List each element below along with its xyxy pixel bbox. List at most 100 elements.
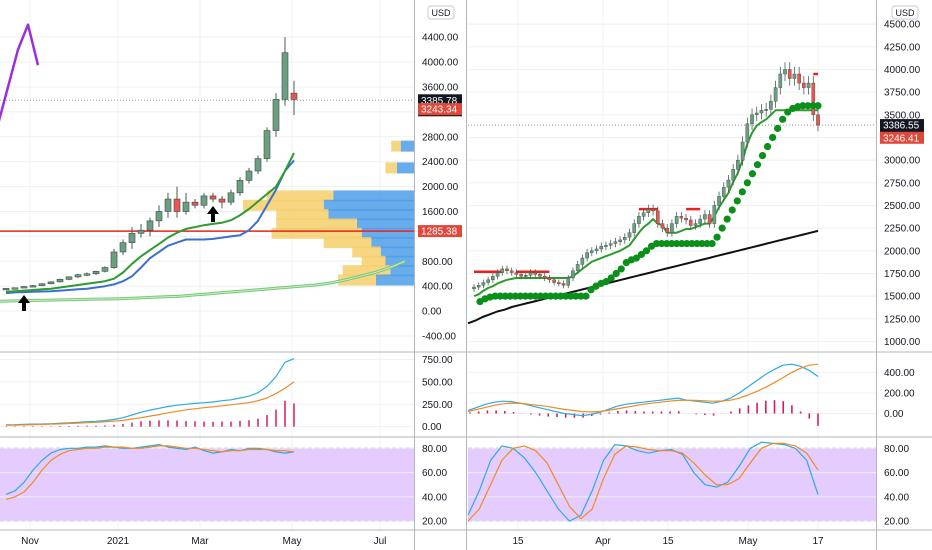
right-psar-dot	[547, 292, 555, 300]
right-candle	[599, 246, 604, 250]
right-psar-dot	[541, 292, 550, 300]
right-candle	[641, 212, 646, 217]
volume-profile-sell-bar	[385, 162, 397, 174]
right-psar-dot	[809, 102, 817, 110]
right-main-y-tick-label: 3000.00	[884, 156, 921, 167]
left-candle	[200, 195, 208, 206]
right-psar-dot	[526, 292, 535, 300]
volume-profile-sell-bar	[342, 265, 391, 277]
left-candle	[128, 232, 136, 243]
volume-profile-buy-bar	[323, 199, 414, 211]
right-candle	[505, 268, 509, 271]
left-candle	[227, 192, 235, 203]
left-macd-line-1	[5, 381, 295, 426]
right-candle	[618, 239, 622, 242]
volume-profile-buy-bar	[328, 209, 414, 221]
right-candle	[717, 196, 721, 206]
right-psar-dot	[774, 124, 782, 132]
volume-profile-buy-bar	[385, 255, 414, 267]
volume-profile-sell-bar	[338, 274, 376, 286]
right-candle	[571, 270, 575, 279]
right-candle	[590, 250, 594, 253]
right-macd-y-tick-label: 200.00	[884, 388, 915, 399]
right-candle	[552, 279, 556, 283]
volume-profile-sell-bar	[276, 218, 357, 230]
left-main-y-tick-label: 800.00	[422, 257, 453, 268]
right-psar-dot	[496, 292, 504, 300]
right-candle	[608, 243, 613, 246]
left-macd-y-tick-label: 750.00	[422, 355, 453, 366]
right-psar-dot	[733, 197, 741, 205]
left-candle	[56, 279, 64, 283]
right-psar-dot	[703, 239, 711, 248]
right-psar-dot	[779, 115, 787, 123]
right-candle	[575, 264, 580, 271]
right-candle	[736, 159, 740, 170]
right-psar-dot	[577, 292, 585, 300]
left-candle	[137, 229, 145, 234]
right-candle	[627, 232, 632, 238]
left-candle	[173, 198, 181, 212]
right-stoch-y-tick-label: 40.00	[884, 492, 909, 503]
right-stoch-y-tick-label: 60.00	[884, 468, 909, 479]
left-candle	[272, 99, 280, 131]
right-main-y-tick-label: 4250.00	[884, 42, 921, 53]
right-candle	[528, 272, 533, 276]
right-main-y-tick-label: 4000.00	[884, 65, 921, 76]
right-psar-dot	[784, 108, 792, 116]
left-candle	[74, 274, 82, 278]
right-main-y-tick-label: 3750.00	[884, 88, 921, 99]
left-macd-y-tick-label: 250.00	[422, 400, 453, 411]
left-candle	[92, 270, 100, 275]
right-psar-dot	[718, 224, 726, 232]
right-candle	[538, 274, 542, 277]
volume-profile-buy-bar	[396, 162, 414, 174]
right-candle	[481, 282, 486, 286]
left-currency-label: USD	[431, 8, 451, 18]
right-candle	[773, 87, 778, 102]
right-psar-dot	[501, 292, 509, 300]
volume-profile-sell-bar	[391, 140, 401, 152]
left-candle	[11, 287, 19, 290]
right-psar-dot	[521, 292, 530, 300]
right-psar-dot	[607, 274, 615, 282]
right-candle	[806, 82, 811, 88]
right-currency-label: USD	[895, 8, 915, 18]
right-candle	[764, 109, 768, 111]
right-candle	[721, 187, 726, 197]
left-candle	[101, 267, 109, 272]
right-price-badge-label: 3386.55	[883, 121, 920, 132]
volume-profile-sell-bar	[276, 209, 329, 221]
right-psar-dot	[652, 239, 661, 248]
right-psar-dot	[602, 278, 610, 286]
right-psar-dot	[678, 239, 686, 248]
right-long-moving-average	[467, 229, 819, 325]
right-psar-dot	[768, 133, 777, 142]
right-candle	[646, 208, 651, 213]
right-psar-dot	[642, 247, 651, 255]
right-psar-dot	[658, 239, 666, 248]
volume-profile-sell-bar	[352, 246, 381, 258]
right-candle	[655, 210, 660, 224]
left-candle	[38, 283, 46, 286]
left-candle	[2, 288, 10, 291]
left-candle	[209, 195, 217, 200]
right-candle	[604, 245, 608, 247]
left-main-y-tick-label: 4400.00	[422, 33, 459, 44]
left-macd-y-tick-label: 0.00	[422, 422, 442, 433]
right-x-tick-label: 15	[662, 536, 674, 547]
right-psar-dot	[673, 239, 681, 248]
left-candle	[182, 201, 190, 212]
right-psar-dot	[511, 292, 519, 300]
right-candle	[632, 223, 637, 233]
right-candle	[557, 282, 561, 284]
right-psar-dot	[663, 239, 671, 248]
right-candle	[472, 286, 476, 290]
right-candle	[698, 218, 702, 224]
right-candle	[778, 73, 783, 88]
left-price-badge	[418, 225, 462, 238]
left-candle	[236, 180, 244, 194]
left-x-tick-label: 2021	[107, 536, 130, 547]
